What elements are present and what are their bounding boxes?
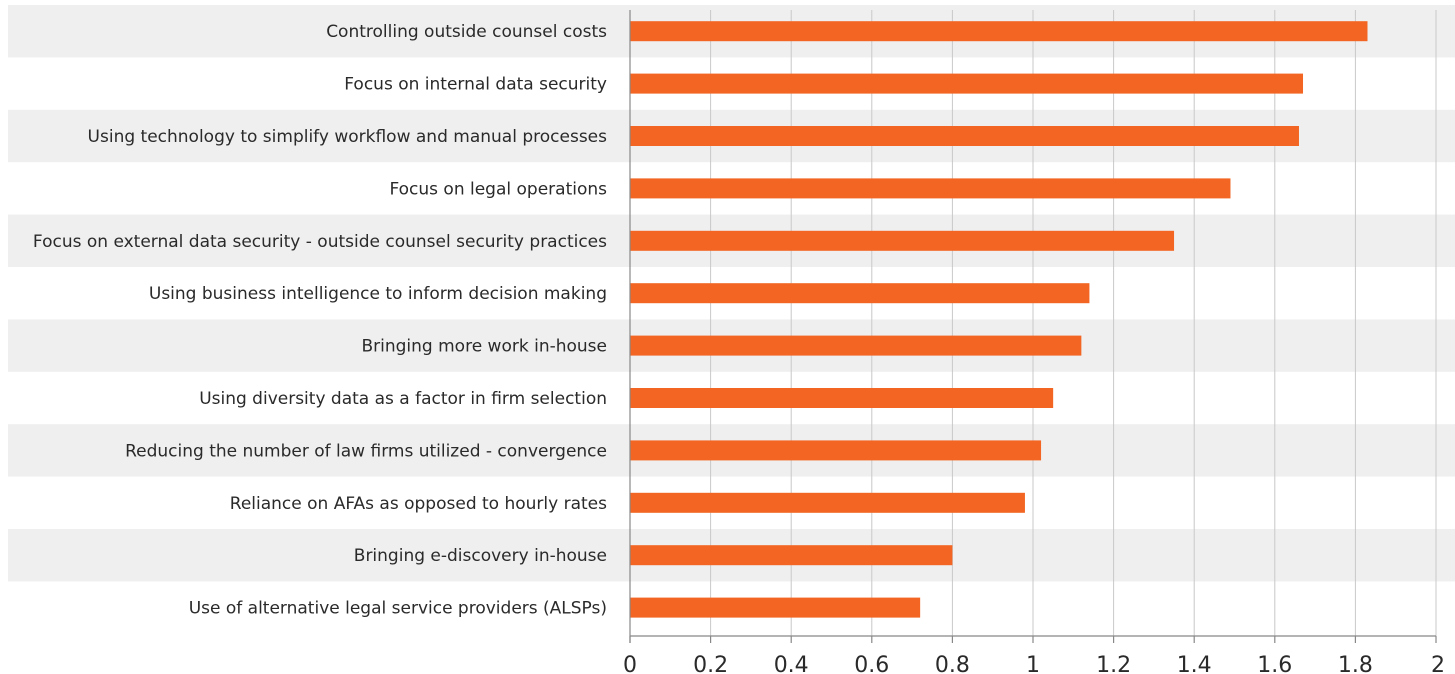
x-tick-label: 1 bbox=[1026, 653, 1040, 674]
category-label: Focus on legal operations bbox=[389, 179, 607, 199]
x-tick-label: 1.6 bbox=[1257, 653, 1292, 674]
bar bbox=[630, 230, 1175, 251]
x-tick-label: 0.6 bbox=[854, 653, 889, 674]
category-label: Bringing more work in-house bbox=[361, 337, 607, 357]
bar bbox=[630, 440, 1042, 461]
tick-labels: 0 0.2 0.4 0.6 0.8 1 1.2 1.4 1.6 1.8 2 bbox=[623, 653, 1445, 674]
category-label: Using diversity data as a factor in firm… bbox=[199, 389, 607, 409]
bar bbox=[630, 126, 1299, 146]
bar bbox=[630, 545, 953, 566]
category-label: Use of alternative legal service provide… bbox=[189, 599, 607, 619]
axes bbox=[629, 10, 1437, 643]
category-label: Focus on external data security - outsid… bbox=[33, 232, 607, 252]
grid-lines bbox=[710, 10, 1437, 636]
x-tick-label: 0.8 bbox=[935, 653, 970, 674]
bar bbox=[630, 335, 1082, 356]
category-label: Bringing e-discovery in-house bbox=[354, 546, 607, 566]
bars bbox=[630, 21, 1368, 618]
category-label: Focus on internal data security bbox=[344, 75, 607, 95]
category-label: Using technology to simplify workflow an… bbox=[88, 127, 608, 147]
x-tick-label: 0.4 bbox=[774, 653, 809, 674]
x-tick-label: 0.2 bbox=[693, 653, 728, 674]
bar bbox=[630, 492, 1025, 513]
bar bbox=[630, 73, 1304, 94]
bar bbox=[630, 21, 1368, 42]
bar bbox=[630, 388, 1054, 408]
category-label: Controlling outside counsel costs bbox=[326, 22, 607, 42]
bar bbox=[630, 178, 1231, 199]
x-tick-label: 2 bbox=[1431, 653, 1445, 674]
bar bbox=[630, 283, 1090, 304]
x-tick-label: 1.8 bbox=[1338, 653, 1373, 674]
x-tick-label: 1.2 bbox=[1096, 653, 1131, 674]
category-label: Reliance on AFAs as opposed to hourly ra… bbox=[230, 494, 607, 514]
x-tick-label: 0 bbox=[623, 653, 637, 674]
category-labels: Controlling outside counsel costs Focus o… bbox=[33, 22, 607, 618]
category-label: Using business intelligence to inform de… bbox=[149, 284, 607, 304]
category-label: Reducing the number of law firms utilize… bbox=[125, 441, 607, 461]
x-tick-label: 1.4 bbox=[1177, 653, 1212, 674]
bar bbox=[630, 597, 921, 618]
